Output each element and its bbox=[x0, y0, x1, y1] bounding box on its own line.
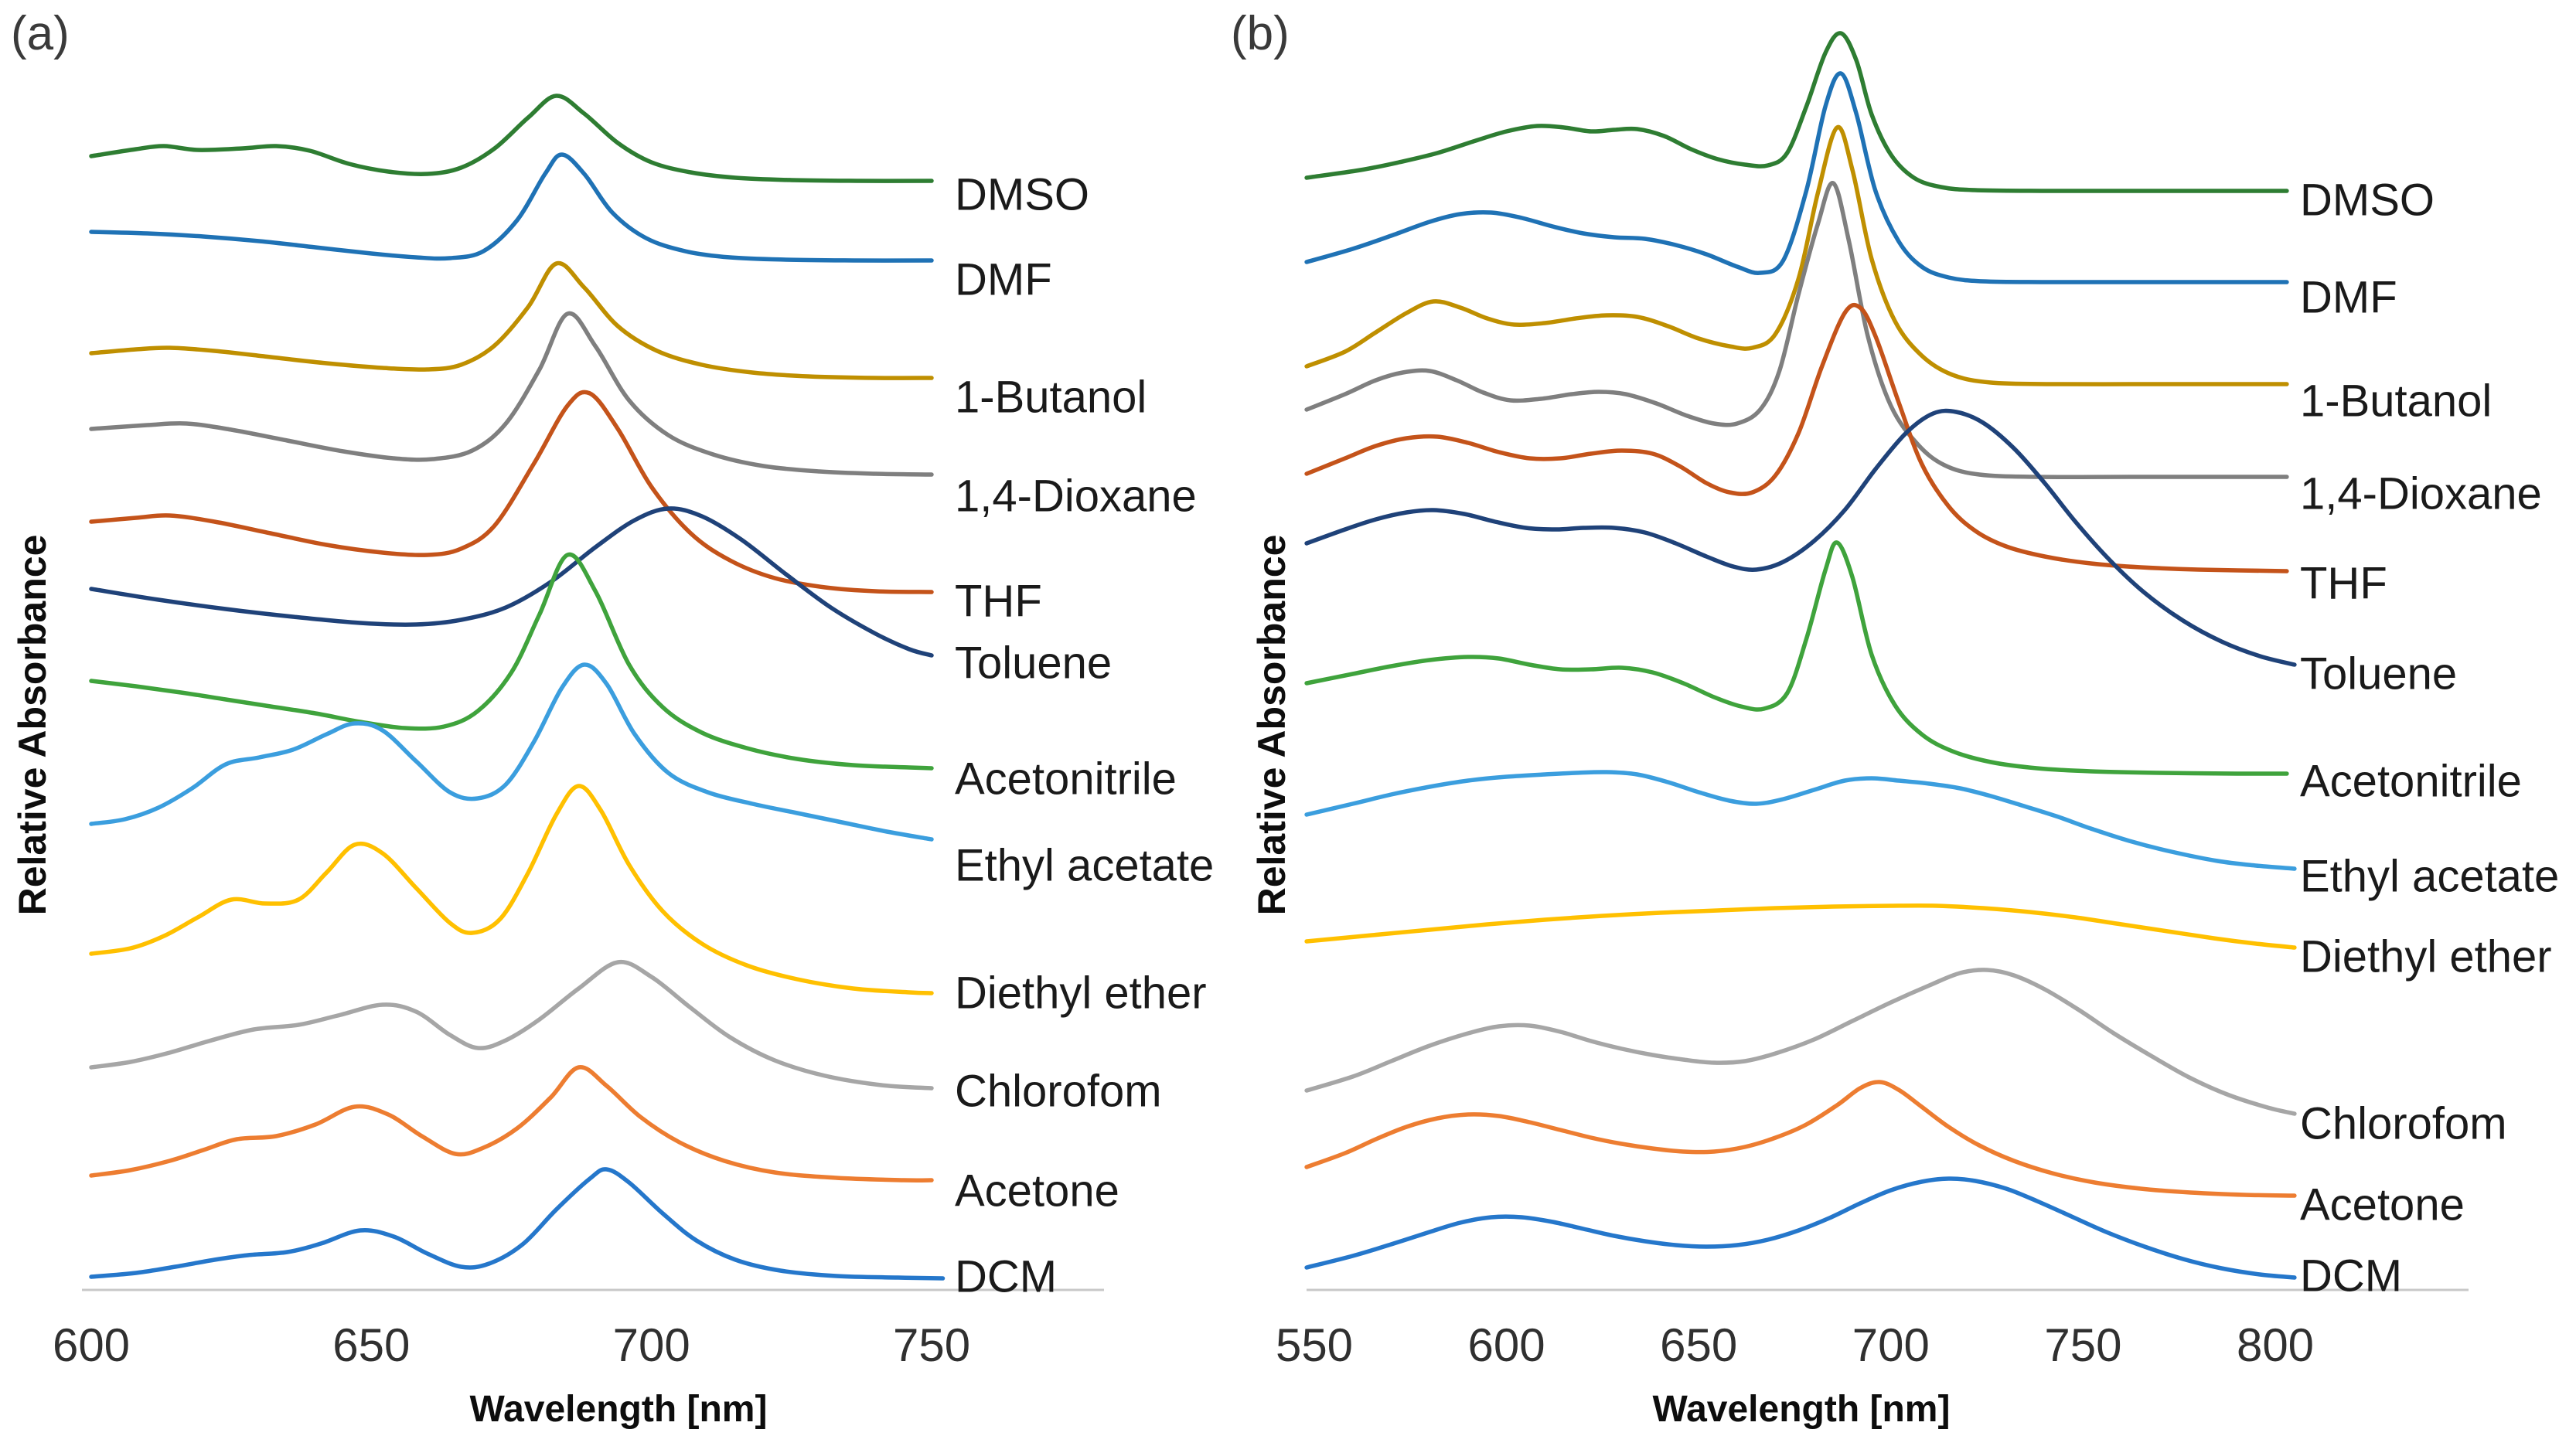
panel-a-label: (a) bbox=[11, 7, 70, 60]
x-tick-a-750: 750 bbox=[892, 1319, 971, 1371]
series-label-b-1-4-dioxane: 1,4-Dioxane bbox=[2300, 468, 2542, 519]
series-curve-b-1-butanol bbox=[1304, 124, 2289, 386]
series-label-b-dmso: DMSO bbox=[2300, 175, 2435, 226]
series-curve-b-dmf bbox=[1304, 71, 2289, 284]
series-curve-a-acetone bbox=[89, 1065, 934, 1182]
series-label-b-acetonitrile: Acetonitrile bbox=[2300, 756, 2522, 807]
series-curve-a-toluene bbox=[89, 506, 934, 658]
series-label-a-toluene: Toluene bbox=[955, 638, 1113, 689]
series-curve-b-diethyl-ether bbox=[1304, 903, 2297, 950]
panel-b-x-axis-title: Wavelength [nm] bbox=[1652, 1389, 1951, 1430]
series-label-b-diethyl-ether: Diethyl ether bbox=[2300, 931, 2552, 982]
series-curve-a-dmso bbox=[89, 94, 934, 183]
panel-b-label: (b) bbox=[1231, 7, 1290, 60]
series-curve-a-thf bbox=[89, 390, 934, 594]
series-curve-a-1-butanol bbox=[89, 260, 934, 380]
x-tick-b-550: 550 bbox=[1275, 1319, 1354, 1371]
series-curve-a-1-4-dioxane bbox=[89, 311, 934, 477]
series-curve-a-chlorofom bbox=[89, 959, 934, 1091]
series-curve-a-acetonitrile bbox=[89, 552, 934, 771]
series-label-b-thf: THF bbox=[2300, 558, 2387, 609]
x-tick-a-700: 700 bbox=[612, 1319, 690, 1371]
series-curve-b-dcm bbox=[1304, 1176, 2297, 1280]
series-label-a-diethyl-ether: Diethyl ether bbox=[955, 968, 1207, 1019]
x-tick-b-650: 650 bbox=[1660, 1319, 1738, 1371]
series-label-b-dmf: DMF bbox=[2300, 272, 2397, 323]
series-curve-a-dcm bbox=[89, 1167, 946, 1281]
x-tick-b-750: 750 bbox=[2044, 1319, 2122, 1371]
series-curve-a-ethyl-acetate bbox=[89, 662, 934, 842]
series-curve-b-thf bbox=[1304, 302, 2289, 573]
series-label-a-dmf: DMF bbox=[955, 254, 1052, 305]
series-label-a-1-4-dioxane: 1,4-Dioxane bbox=[955, 471, 1197, 522]
series-label-a-ethyl-acetate: Ethyl acetate bbox=[955, 840, 1215, 891]
series-curve-b-ethyl-acetate bbox=[1304, 770, 2297, 871]
series-curve-b-1-4-dioxane bbox=[1304, 181, 2289, 479]
panel-a-y-axis-title: Relative Absorbance bbox=[11, 534, 54, 916]
panel-b-y-axis-title: Relative Absorbance bbox=[1250, 534, 1293, 916]
series-label-b-chlorofom: Chlorofom bbox=[2300, 1098, 2507, 1149]
series-label-a-acetone: Acetone bbox=[955, 1165, 1119, 1217]
series-label-a-chlorofom: Chlorofom bbox=[955, 1066, 1162, 1117]
series-label-a-dmso: DMSO bbox=[955, 169, 1089, 220]
x-tick-a-600: 600 bbox=[52, 1319, 131, 1371]
panel-a-x-axis-title: Wavelength [nm] bbox=[469, 1389, 768, 1430]
x-tick-b-700: 700 bbox=[1852, 1319, 1930, 1371]
series-label-a-thf: THF bbox=[955, 576, 1042, 627]
series-curve-b-acetone bbox=[1304, 1080, 2297, 1198]
series-curve-b-acetonitrile bbox=[1304, 540, 2289, 776]
series-curve-a-dmf bbox=[89, 152, 934, 263]
series-label-b-toluene: Toluene bbox=[2300, 648, 2458, 699]
x-tick-a-650: 650 bbox=[332, 1319, 411, 1371]
series-label-a-dcm: DCM bbox=[955, 1251, 1058, 1302]
series-label-b-ethyl-acetate: Ethyl acetate bbox=[2300, 851, 2560, 902]
series-label-b-acetone: Acetone bbox=[2300, 1179, 2465, 1230]
series-label-b-dcm: DCM bbox=[2300, 1251, 2403, 1302]
series-label-a-acetonitrile: Acetonitrile bbox=[955, 754, 1177, 805]
series-curve-b-dmso bbox=[1304, 31, 2289, 193]
x-tick-b-800: 800 bbox=[2236, 1319, 2315, 1371]
series-label-b-1-butanol: 1-Butanol bbox=[2300, 376, 2493, 427]
series-curve-a-diethyl-ether bbox=[89, 784, 934, 995]
series-label-a-1-butanol: 1-Butanol bbox=[955, 372, 1147, 423]
x-tick-b-600: 600 bbox=[1467, 1319, 1545, 1371]
series-curve-b-toluene bbox=[1304, 408, 2297, 667]
series-curve-b-chlorofom bbox=[1304, 968, 2297, 1116]
